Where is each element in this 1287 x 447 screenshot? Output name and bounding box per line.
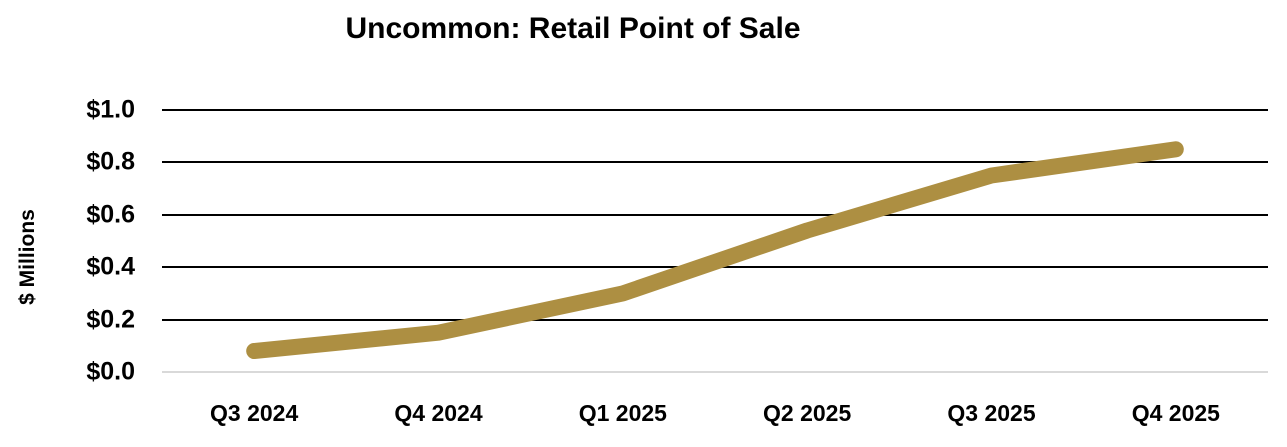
x-tick-label: Q3 2024 xyxy=(210,400,299,426)
series-line xyxy=(246,141,1184,359)
zero-gridline xyxy=(162,371,1268,373)
gridline xyxy=(162,161,1268,164)
x-tick-label: Q2 2025 xyxy=(763,400,852,426)
y-tick-label: $0.6 xyxy=(86,200,135,229)
chart-title: Uncommon: Retail Point of Sale xyxy=(345,12,801,45)
x-tick-label: Q3 2025 xyxy=(947,400,1036,426)
y-tick-label: $0.8 xyxy=(86,147,135,176)
y-tick-label: $1.0 xyxy=(86,95,135,124)
gridline xyxy=(162,318,1268,321)
y-tick-label: $0.4 xyxy=(86,252,135,281)
x-tick-label: Q1 2025 xyxy=(578,400,667,426)
x-tick-label: Q4 2024 xyxy=(394,400,483,426)
gridline xyxy=(162,213,1268,216)
y-tick-label: $0.2 xyxy=(86,305,135,334)
y-tick-label: $0.0 xyxy=(86,357,135,386)
gridline xyxy=(162,109,1268,111)
x-tick-label: Q4 2025 xyxy=(1131,400,1220,426)
